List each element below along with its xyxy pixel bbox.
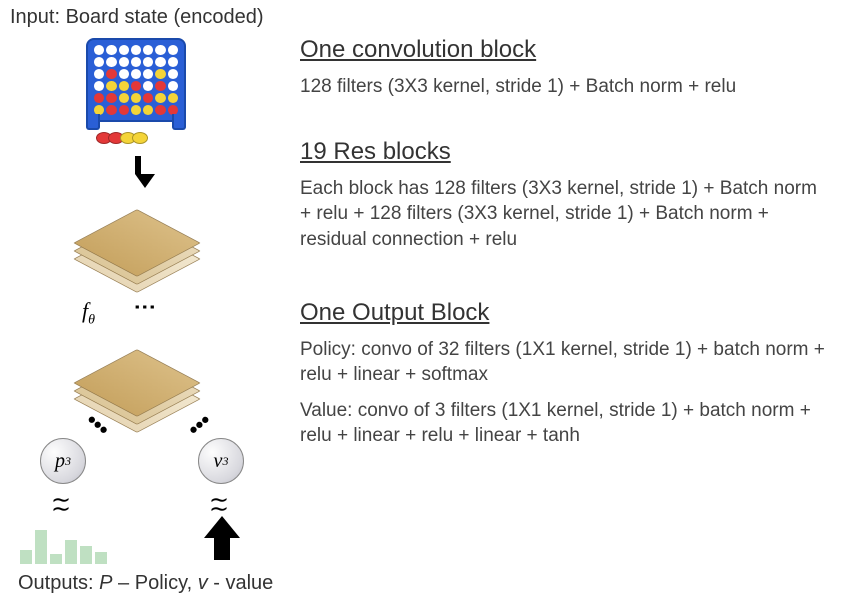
squiggle-right-icon: ≀≀ — [205, 496, 234, 514]
block-output-title: One Output Block — [300, 299, 830, 327]
block-conv-body: 128 filters (3X3 kernel, stride 1) + Bat… — [300, 74, 830, 100]
block-conv: One convolution block 128 filters (3X3 k… — [300, 36, 830, 100]
feature-stack-2 — [80, 338, 200, 418]
loose-chips-icon — [100, 132, 148, 144]
block-res-body: Each block has 128 filters (3X3 kernel, … — [300, 176, 830, 253]
description-column: One convolution block 128 filters (3X3 k… — [300, 26, 830, 477]
block-output: One Output Block Policy: convo of 32 fil… — [300, 299, 830, 450]
policy-node: p3 — [40, 438, 86, 484]
block-res-title: 19 Res blocks — [300, 138, 830, 166]
block-conv-title: One convolution block — [300, 36, 830, 64]
block-output-value: Value: convo of 3 filters (1X1 kernel, s… — [300, 398, 830, 449]
policy-bars-icon — [20, 524, 107, 564]
diagram-root: Input: Board state (encoded) fθ ⋮ ••• ••… — [0, 0, 850, 606]
squiggle-left-icon: ≀≀ — [47, 496, 76, 514]
architecture-column: fθ ⋮ ••• ••• p3 v3 ≀≀ ≀≀ — [0, 0, 290, 606]
block-res: 19 Res blocks Each block has 128 filters… — [300, 138, 830, 253]
value-node: v3 — [198, 438, 244, 484]
block-output-policy: Policy: convo of 32 filters (1X1 kernel,… — [300, 337, 830, 388]
connect4-frame — [86, 38, 186, 122]
output-label: Outputs: P – Policy, v - value — [18, 572, 273, 595]
f-theta-label: fθ — [82, 298, 95, 328]
board-state-icon — [86, 38, 196, 122]
feature-stack-1 — [80, 198, 200, 278]
value-arrow-icon — [204, 516, 240, 560]
vertical-dots-icon: ⋮ — [140, 296, 149, 319]
